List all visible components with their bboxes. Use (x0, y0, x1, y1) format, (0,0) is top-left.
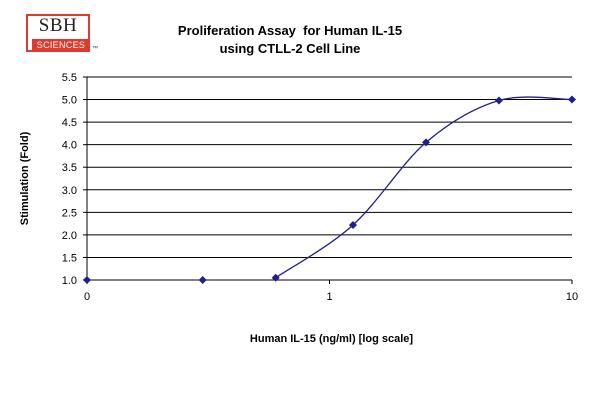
y-tick-label: 1.0 (62, 275, 77, 287)
x-axis-label: Human IL-15 (ng/ml) [log scale] (250, 333, 414, 345)
sbh-sciences-logo: SBH SCIENCES ™ (26, 14, 102, 56)
chart-title: Proliferation Assay for Human IL-15 usin… (130, 22, 450, 58)
y-tick-labels: 1.0 1.5 2.0 2.5 3.0 3.5 4.0 4.5 5.0 5.5 (62, 72, 77, 287)
data-point (495, 96, 504, 105)
y-tick-label: 3.5 (62, 162, 77, 174)
y-tick-label: 5.5 (62, 72, 77, 84)
data-point (349, 220, 358, 229)
logo-text-top: SBH (38, 15, 78, 36)
logo-band (32, 39, 90, 52)
x-tick-labels: 0 1 10 (84, 291, 578, 303)
data-point (198, 276, 207, 284)
logo-text-bottom: SCIENCES (36, 40, 86, 50)
fitted-curve (275, 96, 573, 279)
y-tick-label: 2.0 (62, 230, 77, 242)
logo-trademark: ™ (92, 46, 98, 52)
gridlines (87, 76, 572, 281)
chart-title-line-2: using CTLL-2 Cell Line (219, 41, 361, 56)
chart-title-line-1: Proliferation Assay for Human IL-15 (177, 23, 403, 38)
x-tick-label: 10 (566, 291, 578, 303)
x-tick-label: 1 (326, 291, 332, 303)
data-point (271, 273, 280, 282)
axes (83, 76, 573, 284)
x-tick-label: 0 (84, 291, 90, 303)
y-tick-label: 4.5 (62, 117, 77, 129)
y-axis-label: Stimulation (Fold) (19, 131, 31, 225)
data-point (422, 138, 431, 147)
y-tick-label: 3.0 (62, 185, 77, 197)
series-line (275, 96, 573, 279)
data-point (568, 95, 576, 104)
y-tick-label: 1.5 (62, 252, 77, 264)
y-tick-label: 5.0 (62, 95, 77, 107)
y-tick-label: 2.5 (62, 207, 77, 219)
data-points (83, 95, 576, 284)
y-tick-label: 4.0 (62, 140, 77, 152)
data-point (83, 276, 91, 284)
